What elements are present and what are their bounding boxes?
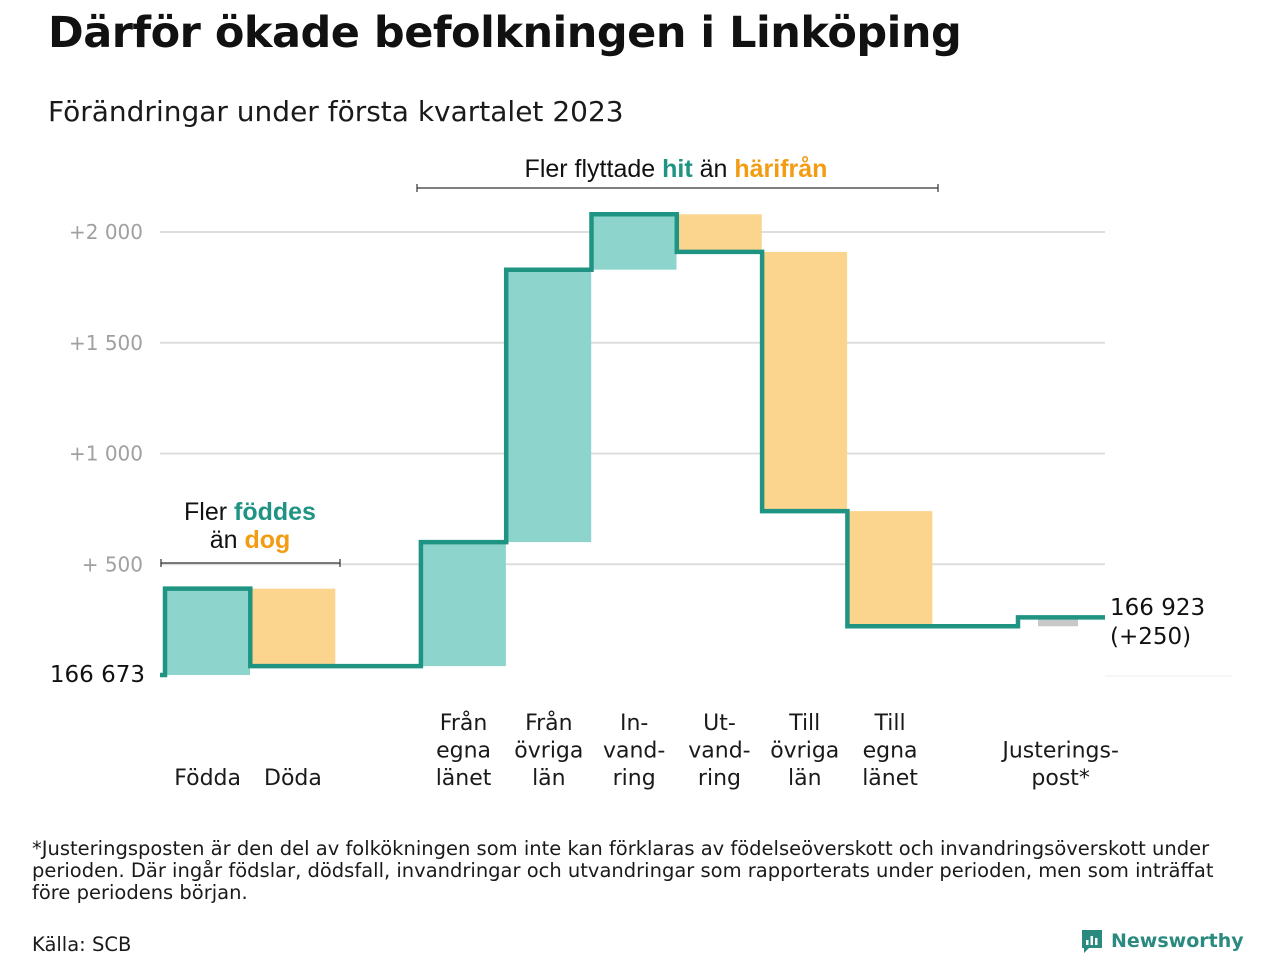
waterfall-bar xyxy=(762,251,848,512)
category-label: Justerings- xyxy=(1000,739,1119,764)
y-axis-tick-labels: + 500 +1 000 +1 500 +2 000 xyxy=(69,220,143,576)
y-tick-label: +2 000 xyxy=(69,220,143,244)
migration-text: Fler flyttade xyxy=(525,155,663,183)
brand-logo: Newsworthy xyxy=(1080,928,1244,954)
y-tick-label: +1 500 xyxy=(69,331,143,355)
waterfall-bars xyxy=(165,214,1078,675)
category-label: egna xyxy=(436,739,491,764)
deaths-highlight: dog xyxy=(244,526,290,554)
end-change-label: (+250) xyxy=(1110,624,1191,650)
category-label: post* xyxy=(1031,766,1090,791)
brand-name: Newsworthy xyxy=(1111,930,1244,952)
category-label: vand- xyxy=(603,739,665,764)
category-label: Födda xyxy=(174,766,241,791)
waterfall-bar xyxy=(1038,617,1078,627)
category-label: övriga xyxy=(514,739,583,764)
category-label: Till xyxy=(873,711,905,736)
waterfall-bar xyxy=(165,588,250,675)
category-label: egna xyxy=(863,739,918,764)
category-label: Döda xyxy=(264,766,322,791)
births-annotation-text: Fler xyxy=(184,498,234,526)
category-label: län xyxy=(532,766,566,791)
category-label: In- xyxy=(620,711,648,736)
start-end-labels: 166 673 166 923 (+250) xyxy=(50,595,1205,688)
waterfall-bar xyxy=(676,214,762,252)
waterfall-bar xyxy=(506,269,592,543)
category-label: Från xyxy=(525,710,573,736)
y-tick-label: +1 000 xyxy=(69,442,143,466)
category-labels: Födda DödaFrånegnalänetFrånövrigalänIn-va… xyxy=(174,710,1119,791)
category-label: vand- xyxy=(688,739,750,764)
running-total-line xyxy=(160,212,1105,678)
category-label: ring xyxy=(698,766,741,791)
category-label: Ut- xyxy=(703,711,736,736)
category-label: länet xyxy=(862,766,918,791)
waterfall-bar xyxy=(420,542,506,667)
deaths-annotation-text: än xyxy=(210,526,245,554)
migration-annotation: Fler flyttade hit än härifrån xyxy=(525,155,828,183)
waterfall-bar xyxy=(250,588,336,667)
y-tick-label: + 500 xyxy=(82,552,143,576)
source-note: Källa: SCB xyxy=(32,933,132,956)
end-value-label: 166 923 xyxy=(1110,595,1205,621)
waterfall-bar xyxy=(591,214,677,270)
waterfall-bar xyxy=(847,511,933,627)
category-label: Till xyxy=(788,711,820,736)
footnote: *Justeringsposten är den del av folkökni… xyxy=(32,837,1214,904)
category-label: län xyxy=(788,766,822,791)
start-value-label: 166 673 xyxy=(50,662,145,688)
chart-title: Därför ökade befolkningen i Linköping xyxy=(48,8,962,58)
births-annotation-line1: Fler föddes xyxy=(184,498,316,526)
migration-highlight-harifran: härifrån xyxy=(734,155,827,183)
migration-highlight-hit: hit xyxy=(662,155,693,183)
births-annotation-line2: än dog xyxy=(210,526,291,554)
category-label: länet xyxy=(436,766,492,791)
category-label: övriga xyxy=(770,739,839,764)
category-label: Från xyxy=(440,710,488,736)
migration-text: än xyxy=(693,155,735,183)
newsworthy-logo-icon xyxy=(1082,930,1102,953)
chart-subtitle: Förändringar under första kvartalet 2023 xyxy=(48,95,624,128)
category-label: ring xyxy=(613,766,656,791)
births-highlight: föddes xyxy=(234,498,316,526)
running-total-step-line xyxy=(160,212,1105,678)
